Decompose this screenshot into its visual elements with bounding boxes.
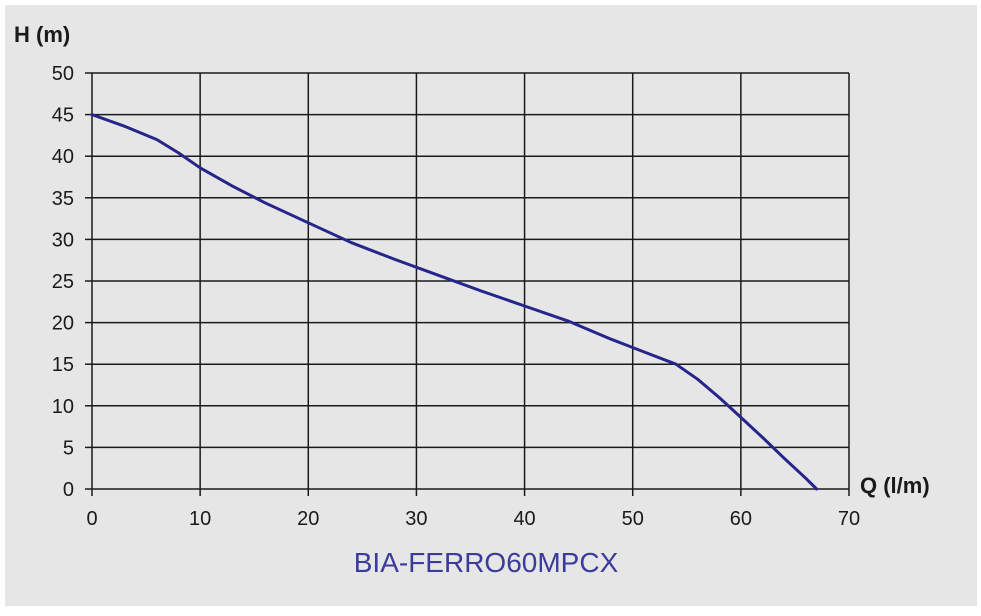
- y-tick-label: 40: [52, 146, 74, 168]
- model-caption: BIA-FERRO60MPCX: [354, 547, 619, 578]
- y-tick-label: 30: [52, 229, 74, 251]
- x-tick-label: 70: [838, 508, 860, 530]
- x-tick-label: 50: [622, 508, 644, 530]
- x-tick-label: 60: [730, 508, 752, 530]
- y-tick-label: 35: [52, 188, 74, 210]
- y-tick-label: 0: [63, 479, 74, 501]
- x-tick-label: 0: [86, 508, 97, 530]
- y-tick-label: 20: [52, 313, 74, 335]
- x-tick-label: 20: [297, 508, 319, 530]
- x-axis-title: Q (l/m): [860, 473, 930, 498]
- y-tick-label: 10: [52, 396, 74, 418]
- x-tick-label: 40: [513, 508, 535, 530]
- x-tick-label: 10: [189, 508, 211, 530]
- y-axis-title: H (m): [14, 22, 70, 47]
- y-tick-label: 45: [52, 105, 74, 127]
- y-tick-label: 50: [52, 63, 74, 85]
- performance-curve: [90, 113, 819, 491]
- tick-labels: 0 10 20 30 40 50 60 70 0 5 10 15 20 25 30 35 40 45 50: [52, 63, 860, 530]
- chart-background: [5, 5, 977, 606]
- y-tick-label: 5: [63, 437, 74, 459]
- grid-lines: [85, 72, 850, 496]
- y-tick-label: 25: [52, 271, 74, 293]
- y-tick-label: 15: [52, 354, 74, 376]
- x-tick-label: 30: [405, 508, 427, 530]
